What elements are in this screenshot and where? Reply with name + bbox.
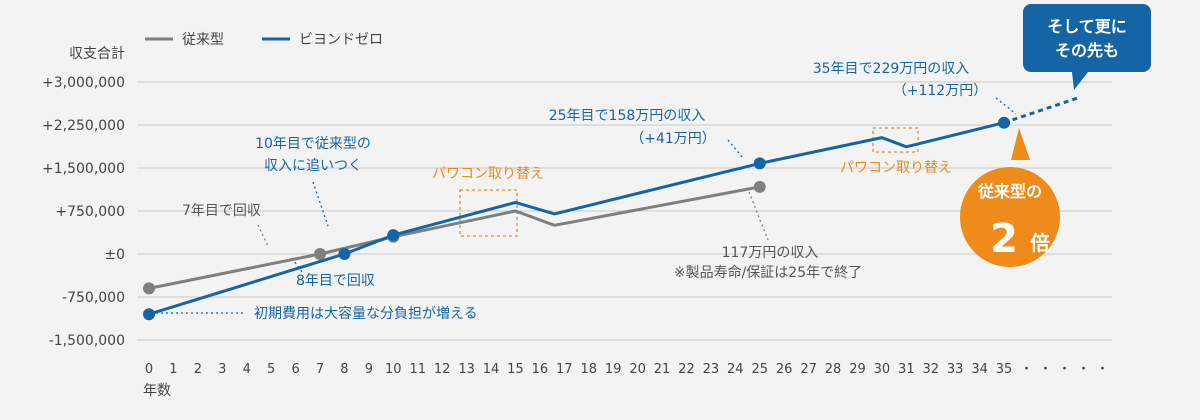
x-tick-label: 8	[340, 362, 348, 377]
replacement-box-2	[872, 127, 919, 153]
x-tick-label: 5	[267, 362, 275, 377]
badge-line3: 倍	[1030, 231, 1050, 255]
y-tick-label: -750,000	[62, 290, 125, 306]
x-tick-label: 9	[365, 362, 373, 377]
x-tick-label: 12	[434, 362, 451, 377]
series-marker-conventional	[314, 248, 327, 260]
y-tick-label: +750,000	[55, 204, 125, 220]
badge-circle	[960, 167, 1060, 267]
series-marker-conventional	[143, 282, 155, 295]
series-marker-beyondzero	[387, 229, 400, 242]
annotation-replacement-2: パワコン取り替え	[840, 160, 952, 176]
x-tick-continuation: ・・・・・	[1020, 362, 1115, 377]
x-tick-label: 11	[409, 362, 426, 377]
x-tick-label: 31	[898, 362, 915, 377]
annotation-gray-payback: 7年目で回収	[182, 203, 261, 219]
x-tick-label: 35	[996, 362, 1013, 377]
x-tick-label: 3	[218, 362, 226, 377]
leader-lines	[156, 97, 1017, 314]
annotation-blue-payback: 8年目で回収	[296, 273, 375, 289]
x-tick-label: 23	[703, 362, 720, 377]
double-badge: 従来型の 2 倍	[960, 128, 1060, 267]
x-tick-label: 26	[776, 362, 793, 377]
series-marker-conventional	[753, 180, 766, 193]
badge-line1: 従来型の	[977, 182, 1042, 201]
x-tick-label: 16	[532, 362, 549, 377]
x-tick-labels: 0 1 2 3 4 5 6 7 8 9 10 11 12 13 14 15 16 17 18 19 20 21 22 23 24…	[145, 362, 1115, 377]
annotation-y35-line2: （+112万円）	[893, 83, 987, 99]
y-tick-labels: +3,000,000 +2,250,000 +1,500,000 +750,000 ±0…	[42, 75, 125, 349]
series-marker-beyondzero	[753, 157, 766, 170]
annotation-y35-line1: 35年目で229万円の収入	[813, 61, 970, 77]
x-tick-label: 15	[507, 362, 524, 377]
x-axis-title: 年数	[143, 383, 171, 399]
series-marker-beyondzero	[143, 308, 155, 321]
x-tick-label: 34	[971, 362, 988, 377]
annotation-catch-up-line2: 収入に追いつく	[264, 158, 362, 174]
y-tick-label: ±0	[104, 247, 125, 263]
y-axis-title: 収支合計	[69, 46, 125, 62]
annotation-y25-blue-line1: 25年目で158万円の収入	[549, 108, 706, 124]
x-tick-label: 7	[316, 362, 324, 377]
series-layer	[143, 96, 1078, 321]
x-tick-label: 0	[145, 362, 153, 377]
legend-label-beyondzero: ビヨンドゼロ	[299, 32, 383, 48]
leader-y35	[995, 97, 1017, 115]
series-line-beyondzero	[148, 121, 1005, 316]
x-tick-label: 6	[291, 362, 299, 377]
x-tick-label: 24	[727, 362, 744, 377]
callout-bubble: そして更に その先も	[1023, 4, 1151, 90]
y-tick-label: +2,250,000	[42, 118, 125, 134]
x-tick-label: 14	[483, 362, 500, 377]
annotation-initial-cost: 初期費用は大容量な分負担が増える	[254, 305, 478, 322]
annotation-y25-gray-line2: ※製品寿命/保証は25年で終了	[674, 264, 862, 281]
x-tick-label: 22	[678, 362, 695, 377]
legend-label-conventional: 従来型	[182, 32, 224, 48]
annotation-y25-gray-line1: 117万円の収入	[722, 245, 819, 261]
leader-catch-up	[312, 181, 329, 227]
x-tick-label: 33	[947, 362, 964, 377]
callout-line2: その先も	[1055, 41, 1119, 60]
x-tick-label: 2	[194, 362, 202, 377]
callout-line1: そして更に	[1047, 17, 1127, 36]
legend: 従来型 ビヨンドゼロ	[145, 32, 383, 48]
badge-number: 2	[990, 216, 1018, 262]
x-tick-label: 18	[580, 362, 597, 377]
annotation-catch-up-line1: 10年目で従来型の	[255, 136, 371, 152]
annotation-y25-blue-line2: （+41万円）	[630, 131, 716, 147]
x-tick-label: 27	[800, 362, 817, 377]
x-tick-label: 25	[751, 362, 768, 377]
x-tick-label: 29	[849, 362, 866, 377]
callout-bubble-shape	[1023, 4, 1151, 90]
x-tick-label: 21	[654, 362, 671, 377]
x-tick-label: 10	[385, 362, 402, 377]
x-tick-label: 32	[922, 362, 939, 377]
series-projection-beyondzero	[1003, 96, 1078, 125]
series-marker-beyondzero	[338, 248, 351, 260]
y-tick-label: +3,000,000	[42, 75, 125, 91]
badge-pointer	[1011, 128, 1030, 160]
leader-gray-payback	[257, 224, 269, 247]
series-marker-beyondzero	[998, 116, 1011, 129]
leader-y25-gray	[748, 191, 769, 241]
series-line-conventional	[148, 185, 761, 290]
y-tick-label: -1,500,000	[49, 333, 125, 349]
x-tick-label: 30	[874, 362, 891, 377]
x-tick-label: 20	[629, 362, 646, 377]
x-tick-label: 13	[458, 362, 475, 377]
x-tick-label: 4	[243, 362, 251, 377]
x-tick-label: 19	[605, 362, 622, 377]
x-tick-label: 1	[169, 362, 177, 377]
y-tick-label: +1,500,000	[42, 161, 125, 177]
x-tick-label: 28	[825, 362, 842, 377]
annotation-replacement-1: パワコン取り替え	[432, 166, 544, 182]
x-tick-label: 17	[556, 362, 573, 377]
leader-y25-blue	[727, 139, 743, 158]
